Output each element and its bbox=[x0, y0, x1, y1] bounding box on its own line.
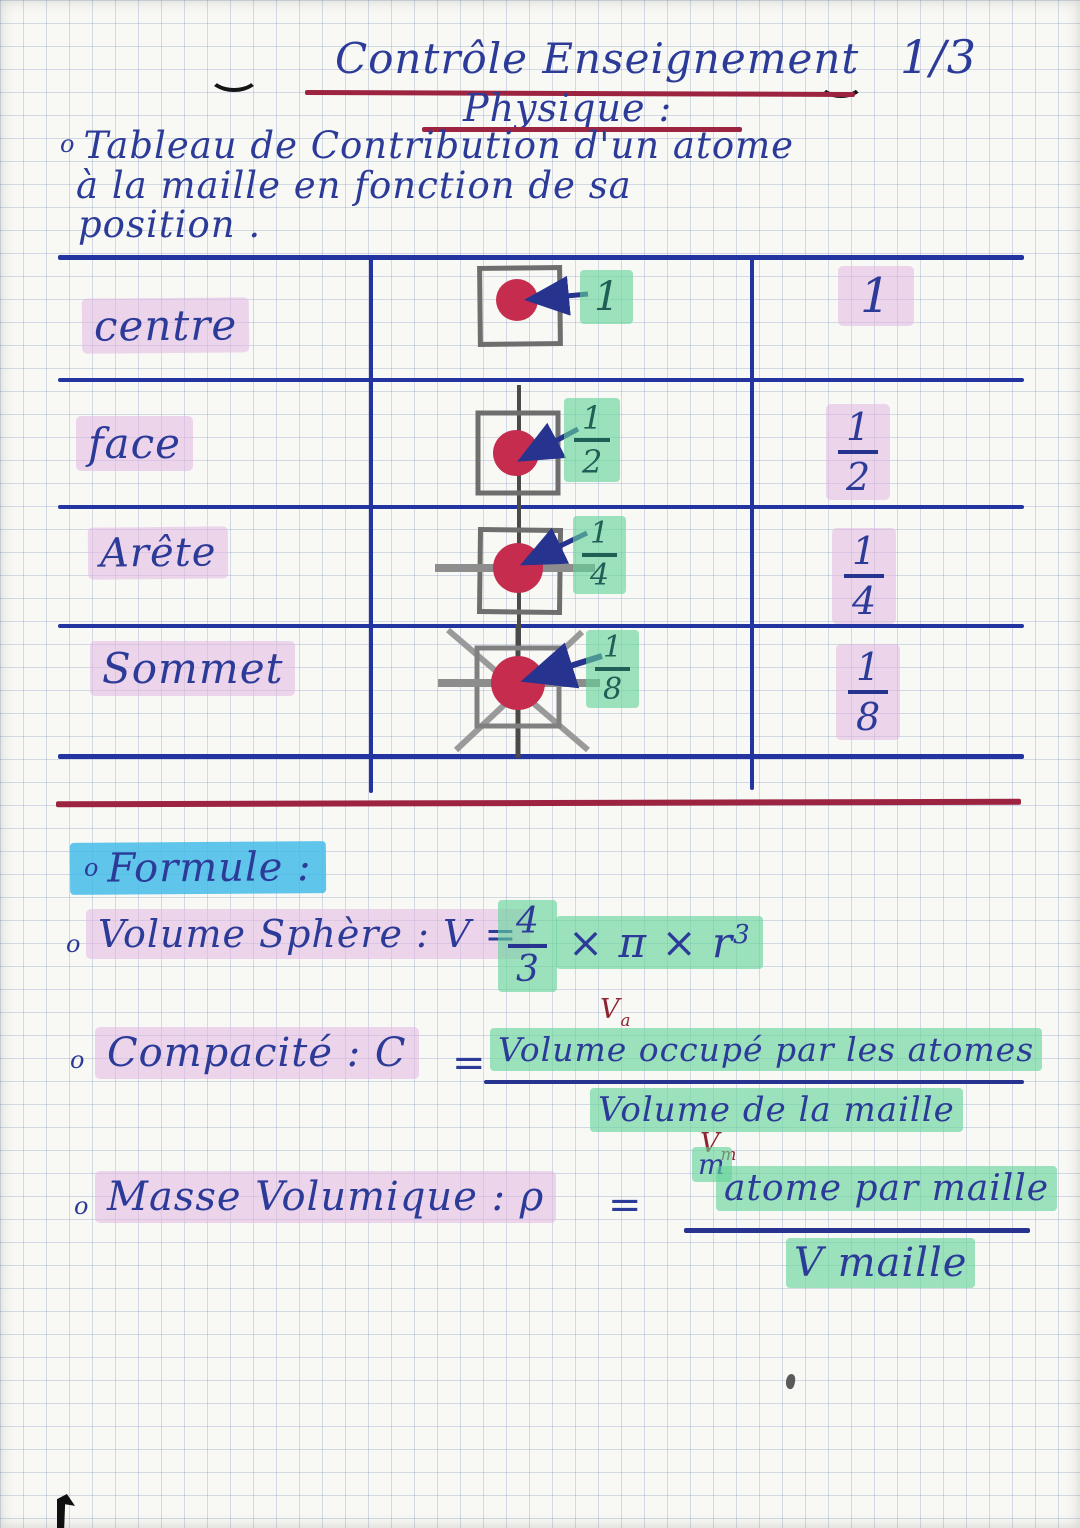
contribution-value: 1 2 bbox=[826, 404, 891, 500]
contribution-annotation: 1 4 bbox=[573, 516, 627, 594]
numerator-prefix: m bbox=[692, 1147, 732, 1182]
atom-dot bbox=[493, 543, 543, 593]
page-title: Contrôle Enseignement bbox=[335, 34, 860, 83]
table-column-divider bbox=[750, 255, 754, 790]
formula-denominator: Volume de la maille bbox=[590, 1088, 963, 1132]
contribution-value: 1 8 bbox=[836, 644, 901, 740]
numerator-symbol: Va bbox=[600, 994, 632, 1030]
fraction-bar bbox=[484, 1080, 1024, 1084]
contribution-value: 1 bbox=[838, 266, 914, 326]
bullet-dot: o bbox=[60, 130, 76, 158]
table-row-divider bbox=[58, 624, 1024, 628]
cell-diagram-sommet bbox=[438, 624, 603, 758]
formula-label: Volume Sphère : V = bbox=[86, 909, 530, 959]
page-number: 1/3 bbox=[900, 30, 978, 84]
intro-line: position . bbox=[78, 203, 262, 246]
atom-dot bbox=[491, 656, 545, 710]
atom-dot bbox=[496, 279, 538, 321]
contribution-annotation: 1 2 bbox=[564, 398, 621, 482]
contribution-value: 1 4 bbox=[832, 528, 897, 624]
equals-sign: = bbox=[452, 1040, 487, 1086]
exponent: 3 bbox=[733, 920, 751, 950]
table-row-label: Arête bbox=[87, 526, 229, 580]
formula-fraction: 4 3 bbox=[498, 900, 557, 992]
cell-diagram-face bbox=[475, 385, 580, 521]
ink-spot bbox=[784, 1373, 797, 1390]
table-row-label: centre bbox=[81, 297, 250, 354]
table-row-divider bbox=[58, 505, 1024, 509]
intro-line: o Tableau de Contribution d'un atome bbox=[60, 124, 795, 167]
table-row-divider bbox=[58, 378, 1024, 382]
page-subtitle: Physique : bbox=[463, 86, 673, 130]
pen-squiggle-icon bbox=[208, 58, 260, 92]
subtitle-underline bbox=[422, 127, 742, 132]
formula-numerator: Volume occupé par les atomes bbox=[490, 1028, 1043, 1071]
table-border-bottom bbox=[58, 754, 1024, 759]
cell-diagram-centre bbox=[477, 265, 589, 347]
formula-label: Masse Volumique : ρ bbox=[95, 1171, 557, 1223]
formula-heading: o Formule : bbox=[69, 841, 326, 895]
table-row-label: Sommet bbox=[90, 641, 296, 696]
equals-sign: = bbox=[608, 1182, 643, 1228]
formula-expression: × π × r3 bbox=[556, 916, 763, 969]
bullet-dot: o bbox=[83, 853, 100, 882]
formula-label: Compacité : C bbox=[95, 1027, 419, 1079]
contribution-annotation: 1 8 bbox=[586, 630, 640, 708]
corner-pen-mark bbox=[57, 1494, 75, 1528]
bullet-dot: o bbox=[70, 1046, 85, 1074]
bullet-dot: o bbox=[66, 930, 81, 958]
bullet-dot: o bbox=[74, 1192, 89, 1220]
fraction-bar bbox=[684, 1228, 1030, 1233]
intro-line: à la maille en fonction de sa bbox=[76, 164, 632, 207]
formula-denominator: V maille bbox=[786, 1238, 976, 1288]
table-row-label: face bbox=[76, 416, 193, 471]
table-border-top bbox=[58, 255, 1024, 260]
section-separator bbox=[55, 798, 1022, 808]
formula-numerator: atome par maille bbox=[716, 1166, 1058, 1211]
table-column-divider bbox=[369, 255, 373, 793]
contribution-annotation: 1 bbox=[580, 270, 634, 324]
pointer-arrow-icon bbox=[524, 275, 589, 316]
